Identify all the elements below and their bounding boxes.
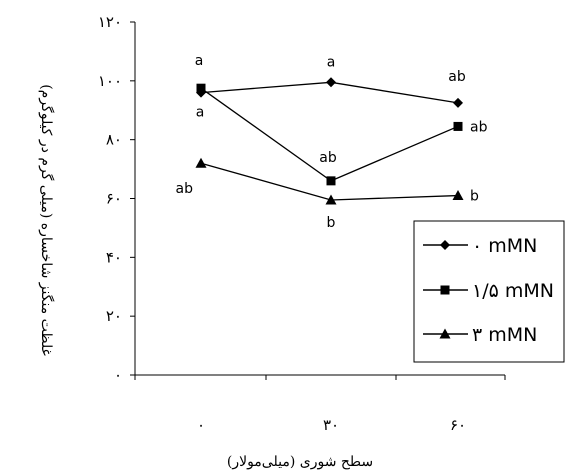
legend-marker	[440, 240, 450, 250]
x-tick-label: ۶۰	[450, 416, 466, 434]
y-tick-label: ۲۰	[106, 307, 122, 325]
legend-marker	[440, 285, 450, 295]
y-tick-label: ۰	[114, 366, 122, 384]
y-axis-title: غلظت منگنز شاخساره (میلی گرم در کیلوگرم)	[38, 84, 55, 356]
point-label: b	[470, 189, 479, 205]
data-point	[453, 97, 463, 108]
point-label: a	[327, 54, 336, 70]
data-point	[453, 121, 463, 131]
y-tick-label: ۶۰	[106, 190, 122, 208]
point-label: ab	[319, 150, 337, 166]
y-tick-label: ۸۰	[106, 131, 122, 149]
series-lines	[195, 77, 464, 205]
point-labels: a a ab a ab ab ab b b	[176, 53, 488, 231]
legend: ۰ mMN ۱/۵ mMN ۳ mMN	[413, 220, 565, 363]
point-label: a	[196, 105, 205, 121]
data-point	[325, 194, 337, 205]
data-point	[196, 83, 206, 93]
legend-label: ۰ mMN	[472, 235, 537, 257]
point-label: ab	[448, 69, 466, 85]
y-tick-label: ۱۰۰	[98, 72, 122, 90]
x-tick-label: ۳۰	[323, 416, 339, 434]
data-point	[452, 190, 464, 201]
legend-marker	[439, 328, 451, 339]
data-point	[326, 176, 336, 186]
x-ticks: ۰ ۳۰ ۶۰	[134, 375, 506, 434]
data-point	[326, 77, 336, 88]
legend-label: ۱/۵ mMN	[472, 280, 554, 302]
point-label: ab	[176, 181, 194, 197]
y-tick-label: ۱۲۰	[98, 13, 122, 31]
point-label: ab	[470, 119, 488, 135]
x-axis-title: سطح شوری (میلی‌مولار)	[227, 454, 373, 470]
series-line	[200, 87, 459, 182]
point-label: a	[195, 53, 204, 69]
y-ticks: ۰ ۲۰ ۴۰ ۶۰ ۸۰ ۱۰۰ ۱۲۰	[98, 13, 135, 384]
data-point	[195, 157, 207, 168]
legend-label: ۳ mMN	[472, 324, 537, 346]
point-label: b	[327, 215, 336, 231]
x-tick-label: ۰	[197, 416, 205, 434]
y-tick-label: ۴۰	[106, 248, 122, 266]
